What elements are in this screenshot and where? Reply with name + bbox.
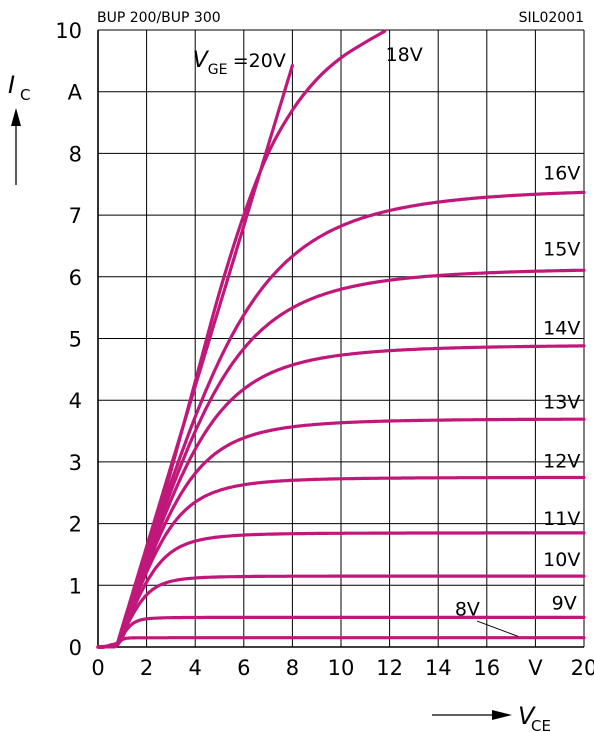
series-label-8v: 8V <box>455 598 480 620</box>
series-label-8v-leader <box>476 620 519 637</box>
series-curve-13v <box>96 417 586 649</box>
y-axis-arrow-head <box>11 108 21 126</box>
series-curve-16v <box>96 190 586 649</box>
x-tick-label: 2 <box>140 656 153 680</box>
x-tick-label: 12 <box>376 656 403 680</box>
x-axis-arrow-head <box>492 710 512 720</box>
y-tick-label: 8 <box>69 142 82 166</box>
series-label-16v: 16V <box>543 162 580 184</box>
y-axis-title: I C <box>8 71 30 185</box>
y-tick-label: 2 <box>69 513 82 537</box>
y-tick-label: 4 <box>69 389 82 413</box>
x-tick-label: 16 <box>473 656 500 680</box>
series-label-20v-subscript: GE <box>208 62 228 78</box>
series-curve-18v <box>96 29 387 649</box>
y-tick-label: 7 <box>69 204 82 228</box>
y-tick-label: 10 <box>55 19 82 43</box>
y-tick-label: 5 <box>69 328 82 352</box>
x-tick-label: 0 <box>91 656 104 680</box>
y-tick-label: 6 <box>69 266 82 290</box>
x-axis-title: V CE <box>432 702 551 732</box>
x-tick-label: 10 <box>328 656 355 680</box>
y-tick-label: 0 <box>69 636 82 660</box>
x-axis-subscript: CE <box>531 717 551 732</box>
x-tick-label: 14 <box>425 656 452 680</box>
series-label-11v: 11V <box>543 508 580 530</box>
series-curve-12v <box>96 475 586 649</box>
x-tick-label: 6 <box>237 656 250 680</box>
series-curves <box>96 29 586 649</box>
series-label-20v-symbol: V <box>193 48 210 73</box>
series-curve-10v <box>96 574 586 649</box>
series-curve-15v <box>96 268 586 649</box>
y-tick-label: 3 <box>69 451 82 475</box>
series-label-15v: 15V <box>543 239 580 261</box>
series-label-12v: 12V <box>543 450 580 472</box>
series-curve-11v <box>96 531 586 649</box>
series-curve-8v <box>96 636 586 649</box>
series-curve-14v <box>96 344 586 649</box>
x-axis-symbol: V <box>518 702 536 730</box>
chart-header-right: SIL02001 <box>519 10 584 26</box>
chart-header-left: BUP 200/BUP 300 <box>97 10 221 26</box>
series-label-9v: 9V <box>552 592 577 614</box>
series-label-20v-value: =20V <box>233 50 286 72</box>
x-tick-label: 20 <box>571 656 594 680</box>
series-labels: V GE =20V 18V 16V 15V 14V 13V 12V 11V 10V 9V 8V <box>193 44 580 637</box>
series-label-18v: 18V <box>386 44 423 66</box>
y-axis-symbol: I <box>8 71 15 99</box>
x-tick-label: 4 <box>189 656 202 680</box>
series-curve-9v <box>96 615 586 649</box>
y-tick-label: A <box>68 81 83 105</box>
series-label-13v: 13V <box>543 392 580 414</box>
series-label-10v: 10V <box>543 549 580 571</box>
x-tick-label: V <box>528 656 543 680</box>
x-tick-label: 8 <box>286 656 299 680</box>
series-label-14v: 14V <box>543 318 580 340</box>
grid <box>97 29 585 648</box>
y-tick-label: 1 <box>69 574 82 598</box>
y-axis-subscript: C <box>20 86 30 104</box>
